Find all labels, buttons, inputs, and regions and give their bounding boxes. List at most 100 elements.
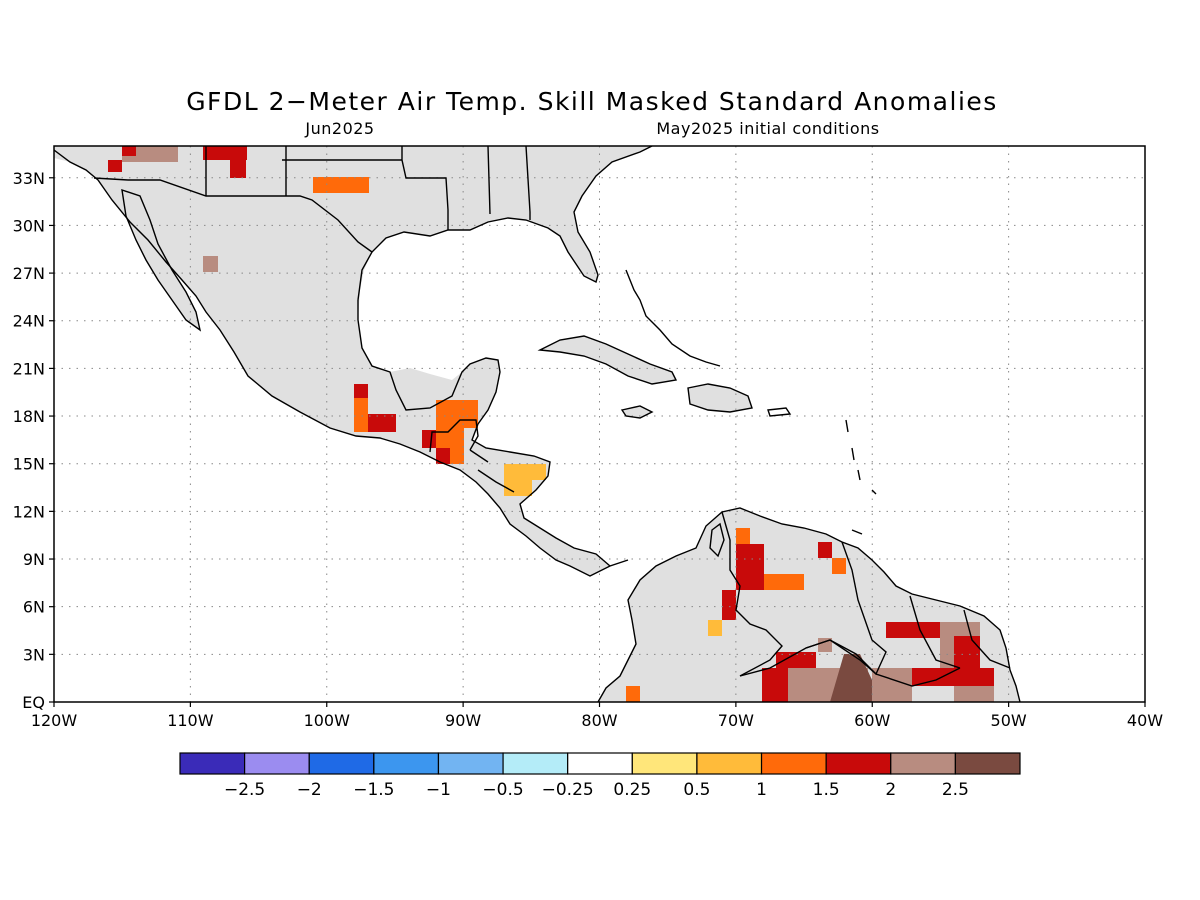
anomaly-cell — [504, 464, 546, 480]
border-guyana-suriname — [909, 595, 1011, 669]
colorbar-swatch — [437, 752, 504, 775]
lat-tick-label: 27N — [13, 264, 45, 283]
coastline-bahamas — [625, 269, 721, 367]
anomaly-cell — [626, 686, 640, 702]
anomaly-cell — [736, 544, 764, 590]
colorbar-swatch — [631, 752, 698, 775]
lat-tick-label: 9N — [23, 550, 45, 569]
coastline-baja — [121, 188, 202, 332]
coastline-south-america — [597, 507, 1021, 702]
lon-tick-label: 90W — [445, 711, 481, 730]
anomaly-cell — [954, 636, 980, 668]
colorbar-label: 1.5 — [813, 780, 840, 800]
colorbar-swatch — [954, 752, 1021, 775]
border-guatemala — [429, 419, 479, 453]
colorbar-label: −1 — [426, 780, 451, 800]
lon-tick-label: 60W — [854, 711, 890, 730]
anomaly-cell — [762, 668, 788, 702]
colorbar: −2.5 −2 −1.5 −1 −0.5 −0.25 0.25 0.5 1 1.5 2 2.5 — [179, 752, 1021, 800]
colorbar-label: −2.5 — [224, 780, 265, 800]
colorbar-swatch — [308, 752, 375, 775]
colorbar-swatch — [890, 752, 956, 775]
lat-tick-label: 18N — [13, 407, 45, 426]
colorbar-swatch — [696, 752, 763, 775]
anomaly-cell — [504, 480, 532, 496]
lon-tick-label: 120W — [31, 711, 78, 730]
baja-california-land — [122, 190, 200, 330]
anomaly-cell — [368, 414, 396, 432]
border-honduras — [469, 449, 515, 493]
colorbar-label: −0.5 — [482, 780, 523, 800]
lat-tick-label: EQ — [22, 693, 45, 712]
lon-tick-label: 80W — [581, 711, 617, 730]
colorbar-swatch — [373, 752, 440, 775]
anomaly-cell — [354, 398, 368, 432]
colorbar-swatch — [502, 752, 569, 775]
land-mask — [54, 146, 1020, 702]
anomaly-cell — [722, 590, 736, 620]
colorbar-swatch — [244, 752, 310, 775]
coastline-lesser-antilles — [845, 419, 877, 535]
lat-tick-label: 15N — [13, 455, 45, 474]
map-area — [54, 146, 1145, 702]
coastline-mexico-gulf — [357, 300, 501, 425]
coastline-puerto-rico — [767, 407, 792, 417]
gridlines — [54, 146, 1145, 702]
colorbar-swatch — [179, 752, 246, 775]
border-venezuela-guyana — [805, 541, 887, 676]
anomaly-cell — [818, 542, 832, 558]
anomaly-cell — [203, 256, 218, 272]
subtitle-right: May2025 initial conditions — [656, 119, 879, 138]
anomaly-cell — [818, 638, 832, 652]
border-brazil-north — [739, 639, 961, 687]
coastline-maracaibo — [709, 522, 725, 558]
border-us-states — [205, 146, 531, 230]
anomaly-cell — [203, 146, 247, 160]
anomaly-cell — [464, 400, 478, 428]
coastline-cuba — [537, 335, 678, 385]
coastlines — [54, 146, 1021, 702]
anomaly-cell — [354, 384, 368, 398]
lat-tick-label: 12N — [13, 502, 45, 521]
coastline-mexico-pacific — [54, 149, 629, 577]
south-america-land — [598, 508, 1020, 702]
colorbar-label: 0.25 — [613, 780, 651, 800]
anomaly-cell — [764, 574, 804, 590]
anomaly-cell — [736, 528, 750, 544]
cuba-land — [540, 336, 676, 384]
lat-tick-label: 21N — [13, 359, 45, 378]
lat-tick-label: 33N — [13, 169, 45, 188]
lon-tick-label: 110W — [167, 711, 214, 730]
lat-tick-label: 24N — [13, 312, 45, 331]
coastline-hispaniola — [687, 383, 753, 413]
colorbar-label: −1.5 — [353, 780, 394, 800]
colorbar-label: 2 — [885, 780, 896, 800]
lat-tick-label: 6N — [23, 598, 45, 617]
anomaly-cell — [313, 177, 369, 193]
figure-title: GFDL 2−Meter Air Temp. Skill Masked Stan… — [186, 87, 998, 116]
north-america-land — [54, 146, 652, 576]
anomaly-cells — [108, 146, 994, 702]
lat-tick-label: 3N — [23, 645, 45, 664]
coastline-jamaica — [620, 405, 654, 419]
lon-tick-label: 100W — [304, 711, 351, 730]
colorbar-label: −0.25 — [542, 780, 594, 800]
latitude-axis: 33N 30N 27N 24N 21N 18N 15N 12N 9N 6N 3N EQ — [13, 169, 54, 712]
border-venezuela-colombia — [721, 511, 783, 677]
colorbar-label: 2.5 — [942, 780, 969, 800]
anomaly-cell — [230, 160, 246, 178]
lon-tick-label: 50W — [991, 711, 1027, 730]
anomaly-cell — [436, 448, 450, 464]
coastline-central-america — [471, 423, 611, 567]
colorbar-label: 0.5 — [683, 780, 710, 800]
colorbar-swatch — [567, 752, 633, 775]
anomaly-cell — [954, 686, 994, 702]
colorbar-label: 1 — [756, 780, 767, 800]
anomaly-cell — [832, 558, 846, 574]
borders — [93, 146, 1011, 687]
colorbar-label: −2 — [297, 780, 322, 800]
colorbar-swatch — [760, 752, 827, 775]
lon-tick-label: 40W — [1127, 711, 1163, 730]
lat-tick-label: 30N — [13, 216, 45, 235]
